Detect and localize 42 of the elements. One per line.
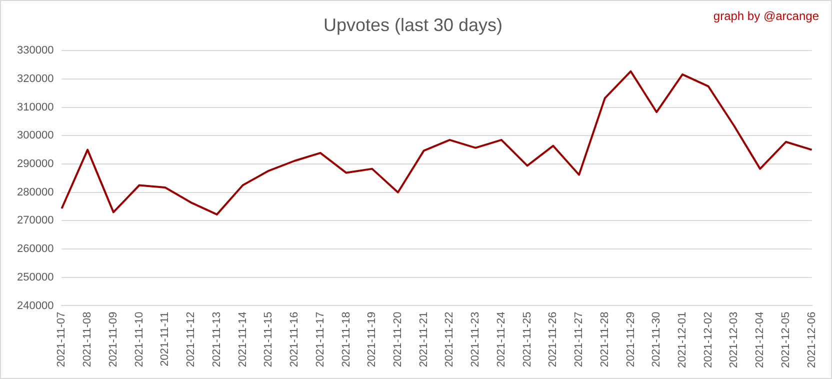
y-tick-label: 280000	[16, 186, 54, 198]
x-tick-label: 2021-11-22	[444, 312, 456, 368]
y-tick-label: 330000	[16, 44, 54, 57]
x-tick-label: 2021-11-12	[185, 312, 198, 368]
x-tick-label: 2021-11-15	[262, 312, 275, 368]
x-tick-label: 2021-12-06	[806, 312, 818, 368]
x-tick-label: 2021-11-14	[236, 312, 249, 368]
x-tick-label: 2021-11-24	[495, 312, 508, 368]
x-tick-label: 2021-11-07	[56, 312, 68, 368]
y-tick-label: 300000	[16, 130, 54, 142]
chart-title: Upvotes (last 30 days)	[323, 14, 503, 35]
y-tick-label: 310000	[16, 101, 54, 114]
x-tick-label: 2021-11-10	[133, 312, 146, 368]
x-tick-label: 2021-11-23	[470, 312, 482, 368]
x-tick-label: 2021-11-30	[650, 312, 663, 368]
x-tick-label: 2021-12-04	[754, 312, 766, 368]
x-tick-label: 2021-11-11	[159, 312, 172, 366]
x-tick-label: 2021-11-21	[418, 312, 430, 368]
x-tick-label: 2021-11-26	[547, 312, 560, 368]
x-tick-label: 2021-11-18	[340, 312, 352, 368]
y-tick-label: 250000	[16, 271, 54, 284]
x-tick-label: 2021-12-01	[676, 312, 689, 368]
x-tick-label: 2021-11-29	[624, 312, 637, 368]
y-tick-label: 290000	[16, 158, 54, 170]
x-tick-label: 2021-11-25	[521, 312, 534, 368]
x-tick-label: 2021-12-05	[780, 312, 792, 368]
x-tick-label: 2021-12-02	[702, 312, 714, 368]
y-tick-label: 260000	[16, 243, 54, 256]
x-tick-label: 2021-11-09	[107, 312, 120, 368]
x-tick-label: 2021-11-13	[210, 312, 223, 368]
x-tick-label: 2021-11-08	[82, 312, 94, 368]
x-tick-label: 2021-12-03	[728, 312, 740, 368]
x-tick-label: 2021-11-19	[366, 312, 378, 368]
y-tick-label: 240000	[16, 300, 54, 312]
x-tick-label: 2021-11-20	[392, 312, 404, 368]
y-tick-label: 270000	[16, 214, 54, 227]
y-tick-label: 320000	[16, 72, 54, 85]
text: graph by @arcange	[713, 9, 819, 23]
x-tick-label: 2021-11-27	[573, 312, 586, 368]
x-tick-label: 2021-11-16	[288, 312, 301, 368]
x-tick-label: 2021-11-17	[314, 312, 326, 368]
x-tick-label: 2021-11-28	[598, 312, 611, 368]
